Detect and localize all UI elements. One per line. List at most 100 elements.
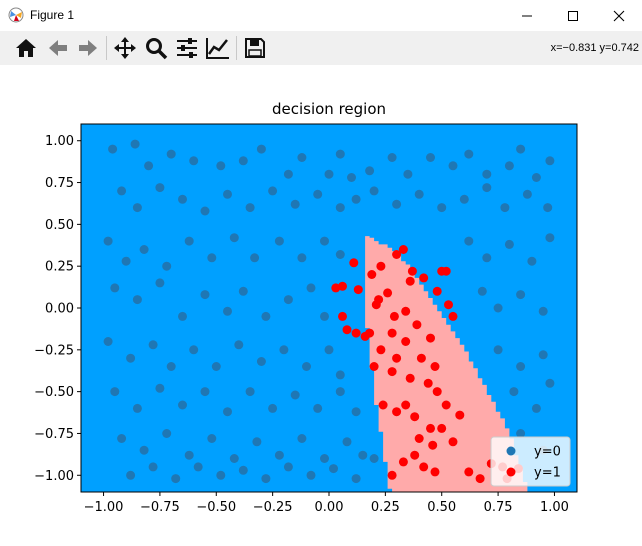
point-y0 [223,189,232,199]
point-y1 [419,462,429,472]
y-tick-label: 1.00 [45,134,74,149]
point-y1 [410,412,420,422]
point-y0 [545,378,555,388]
y-tick-label: −0.50 [34,385,74,400]
toolbar: x=−0.831 y=0.742 [0,31,642,65]
point-y0 [200,290,210,300]
point-y0 [500,203,510,213]
point-y0 [324,345,334,355]
point-y0 [245,387,255,397]
point-y1 [412,320,422,330]
point-y0 [335,250,345,259]
point-y1 [405,373,415,383]
point-y1 [444,300,453,310]
y-tick-label: 0.50 [45,218,74,233]
point-y0 [493,345,503,355]
point-y0 [139,245,149,254]
point-y1 [367,270,377,279]
point-y0 [148,340,158,350]
point-y1 [387,328,397,338]
pan-button[interactable] [111,34,139,62]
point-y0 [178,311,187,321]
point-y0 [403,169,413,179]
point-y0 [351,194,361,204]
configure-subplots-button[interactable] [173,34,201,62]
window-titlebar: Figure 1 [0,0,642,31]
point-y1 [376,345,386,355]
point-y1 [414,434,424,443]
point-y1 [387,367,397,377]
maximize-button[interactable] [550,0,596,31]
pan-icon [114,37,136,59]
save-button[interactable] [241,34,269,62]
edit-axis-button[interactable] [204,34,232,62]
home-button[interactable] [12,34,40,62]
point-y1 [464,467,474,477]
close-button[interactable] [596,0,642,31]
point-y0 [335,387,345,397]
point-y0 [279,345,289,355]
point-y0 [238,286,248,296]
point-y1 [441,266,451,276]
point-y0 [207,434,217,443]
point-y1 [392,407,402,417]
point-y0 [108,144,118,154]
point-y1 [392,250,402,259]
x-tick-label: −0.50 [196,500,236,515]
point-y0 [117,434,127,443]
point-y0 [516,144,526,154]
point-y0 [110,387,120,397]
point-y0 [482,169,492,179]
legend-label: y=0 [534,445,561,460]
point-y0 [313,403,323,413]
home-icon [16,39,36,57]
point-y1 [448,437,458,447]
point-y0 [464,236,474,246]
point-y0 [482,253,492,263]
point-y0 [268,186,278,196]
matplotlib-icon [8,7,24,23]
point-y0 [320,236,329,246]
zoom-button[interactable] [142,34,170,62]
point-y1 [349,258,359,268]
point-y1 [342,325,352,335]
minimize-button[interactable] [504,0,550,31]
point-y1 [371,300,381,310]
point-y1 [387,470,397,480]
point-y1 [365,328,375,338]
point-y0 [516,429,526,438]
x-tick-label: 0.25 [371,500,400,515]
point-y1 [432,286,442,296]
point-y0 [200,387,210,397]
point-y0 [155,383,165,393]
point-y0 [302,362,311,371]
point-y1 [383,288,393,298]
point-y0 [342,437,352,447]
close-icon [613,10,625,21]
point-y1 [401,400,411,410]
point-y1 [351,328,361,338]
back-button[interactable] [44,34,72,62]
y-tick-label: −0.25 [34,343,74,358]
point-y0 [184,236,194,246]
point-y0 [527,256,537,266]
point-y1 [398,245,408,254]
point-y0 [531,403,541,413]
point-y1 [428,440,438,450]
toolbar-separator [106,36,107,60]
point-y1 [423,378,433,388]
point-y0 [132,295,142,305]
point-y0 [329,464,338,474]
forward-button[interactable] [74,34,102,62]
y-tick-label: 0.00 [45,302,74,317]
point-y0 [103,337,113,346]
legend-marker-y1 [506,467,516,477]
point-y1 [407,266,417,276]
point-y0 [117,186,127,196]
point-y0 [126,353,136,363]
point-y0 [313,189,323,199]
point-y1 [448,311,458,321]
point-y0 [261,311,271,321]
point-y0 [464,149,474,159]
figure-canvas[interactable]: decision region −1.00 −0.75 −0.50 −0.25 0.00… [0,65,642,546]
